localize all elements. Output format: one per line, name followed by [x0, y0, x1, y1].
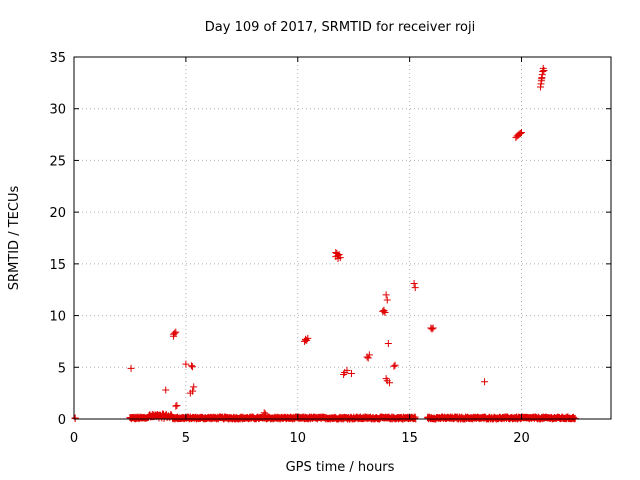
data-point [538, 75, 546, 83]
y-axis-label: SRMTID / TECUs [7, 186, 22, 291]
data-point [190, 383, 198, 391]
data-point [171, 329, 179, 337]
data-point [162, 386, 170, 394]
data-point [189, 363, 197, 371]
data-point [173, 402, 181, 410]
data-point [384, 339, 392, 347]
data-point [571, 414, 579, 422]
data-point [516, 130, 524, 138]
data-point [365, 351, 373, 359]
y-tick-label: 0 [58, 413, 66, 428]
data-point [391, 361, 399, 369]
data-point [364, 354, 372, 362]
data-point [382, 291, 390, 299]
data-point [170, 332, 178, 340]
data-point [481, 378, 489, 386]
y-tick-label: 10 [49, 310, 66, 325]
grid-lines [74, 57, 611, 419]
chart-title: Day 109 of 2017, SRMTID for receiver roj… [205, 20, 475, 35]
x-tick-label: 15 [401, 431, 418, 446]
data-point [347, 369, 355, 377]
data-point [332, 248, 340, 256]
data-point [189, 387, 197, 395]
data-point [570, 413, 578, 421]
data-point [182, 360, 190, 368]
data-point [383, 296, 391, 304]
data-point [518, 129, 525, 137]
y-tick-label: 15 [49, 258, 66, 273]
data-point [411, 284, 419, 292]
data-point [187, 362, 195, 370]
y-tick-label: 5 [58, 361, 66, 376]
data-point [390, 362, 398, 370]
y-tick-label: 25 [49, 154, 66, 169]
data-point [385, 379, 393, 387]
data-point [428, 325, 436, 333]
y-tick-label: 30 [49, 103, 66, 118]
data-point [261, 410, 269, 418]
data-point [380, 307, 388, 315]
axis-ticks: 0 5 10 15 20 25 30 35 0 5 10 15 20 [49, 51, 611, 446]
x-tick-label: 20 [513, 431, 530, 446]
data-point [381, 308, 389, 316]
data-point [71, 414, 79, 422]
x-tick-label: 10 [289, 431, 306, 446]
data-points [71, 64, 579, 423]
data-point [334, 255, 342, 263]
x-axis-label: GPS time / hours [286, 460, 395, 475]
data-point [429, 324, 437, 332]
y-tick-label: 20 [49, 206, 66, 221]
data-point [410, 280, 418, 288]
data-point [172, 402, 180, 410]
data-point [260, 409, 268, 417]
data-point [172, 328, 180, 336]
x-tick-label: 0 [70, 431, 78, 446]
data-point [127, 364, 135, 372]
data-point [302, 336, 310, 344]
data-point [540, 66, 548, 74]
data-point [343, 366, 351, 374]
y-tick-label: 35 [49, 51, 66, 66]
x-tick-label: 5 [182, 431, 190, 446]
plot-frame [73, 56, 612, 420]
